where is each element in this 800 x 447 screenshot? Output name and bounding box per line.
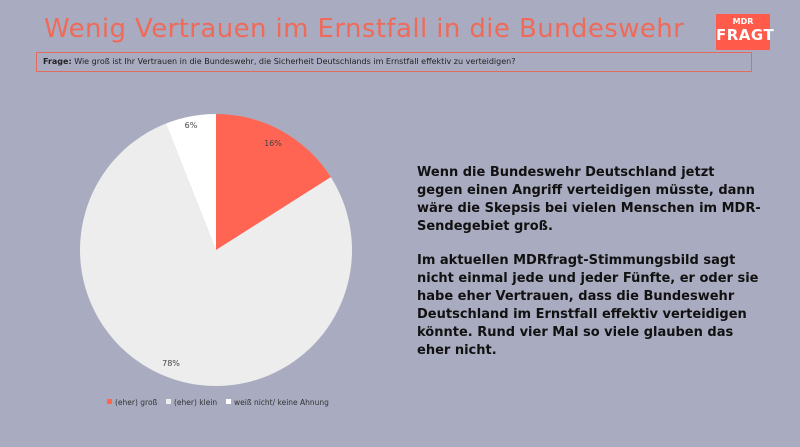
- legend-label-2: weiß nicht/ keine Ahnung: [234, 398, 329, 407]
- page-title: Wenig Vertrauen im Ernstfall in die Bund…: [44, 14, 685, 44]
- paragraph-2: Im aktuellen MDRfragt-Stimmungsbild sagt…: [417, 253, 759, 358]
- legend-label-0: (eher) groß: [115, 398, 158, 407]
- question-box: Frage: Wie groß ist Ihr Vertrauen in die…: [36, 52, 752, 72]
- pie-slice-label-1: 78%: [162, 359, 180, 368]
- pie-slice-label-2: 6%: [185, 121, 198, 130]
- logo-bottom-text: FRAGT: [716, 26, 775, 44]
- legend-marker-2: [226, 399, 231, 404]
- question-text: Wie groß ist Ihr Vertrauen in die Bundes…: [74, 57, 516, 66]
- pie-slice-1: [79, 123, 352, 387]
- paragraph-1: Wenn die Bundeswehr Deutschland jetzt ge…: [417, 165, 761, 234]
- legend-label-1: (eher) klein: [174, 398, 217, 407]
- legend-marker-1: [166, 399, 171, 404]
- pie-slice-label-0: 16%: [264, 139, 282, 148]
- question-label: Frage:: [43, 57, 72, 66]
- body-text: Wenn die Bundeswehr Deutschland jetzt ge…: [417, 164, 762, 376]
- pie-slice-0: [216, 114, 331, 250]
- pie-slice-2: [165, 114, 216, 250]
- logo-top-text: MDR: [732, 17, 754, 26]
- legend-marker-0: [107, 399, 112, 404]
- mdr-fragt-logo: MDR FRAGT: [716, 14, 775, 50]
